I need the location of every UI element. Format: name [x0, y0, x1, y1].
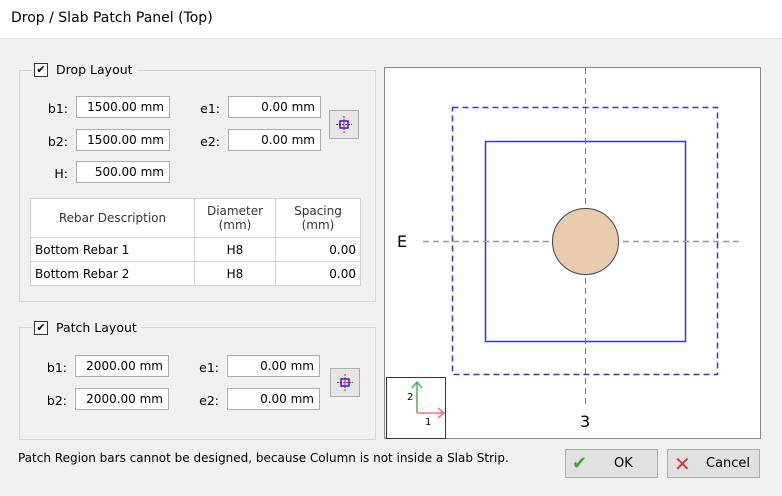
center-target-icon	[337, 374, 353, 391]
window-title: Drop / Slab Patch Panel (Top)	[11, 10, 213, 26]
patch-layout-checkbox[interactable]: ✔	[34, 320, 48, 335]
drop-e1-input[interactable]: 0.00 mm	[228, 96, 321, 118]
b1-label: b1:	[47, 101, 68, 116]
drop-h-input[interactable]: 500.00 mm	[76, 161, 170, 183]
checkmark-icon: ✔	[572, 453, 588, 474]
patch-center-button[interactable]	[330, 368, 360, 397]
drop-layout-checkbox[interactable]: ✔	[34, 62, 48, 77]
drop-b1-input[interactable]: 1500.00 mm	[76, 96, 170, 118]
e2-label: e2:	[199, 393, 219, 408]
col-diameter: Diameter (mm)	[194, 198, 276, 238]
ok-label: OK	[614, 456, 633, 471]
grid-label-3: 3	[580, 412, 591, 431]
rebar-table: Rebar Description Diameter (mm) Spacing …	[30, 198, 361, 286]
e1-label: e1:	[199, 360, 219, 375]
diameter-cell[interactable]: H8	[194, 237, 276, 262]
axis-arrows-icon	[411, 380, 445, 419]
drop-b2-input[interactable]: 1500.00 mm	[76, 129, 170, 151]
diameter-cell[interactable]: H8	[194, 261, 276, 286]
axis-1-label: 1	[425, 417, 432, 428]
b2-label: b2:	[46, 393, 67, 408]
table-row[interactable]: Bottom Rebar 1 H8 0.00	[30, 237, 361, 262]
drop-e2-input[interactable]: 0.00 mm	[228, 129, 321, 151]
column	[552, 208, 619, 275]
patch-b1-input[interactable]: 2000.00 mm	[75, 355, 169, 377]
b2-label: b2:	[47, 134, 68, 149]
col-rebar-description: Rebar Description	[30, 198, 195, 238]
e2-label: e2:	[200, 134, 220, 149]
rebar-description-cell[interactable]: Bottom Rebar 1	[30, 237, 195, 262]
b1-label: b1:	[46, 360, 67, 375]
col-spacing: Spacing (mm)	[275, 198, 361, 238]
drop-center-button[interactable]	[329, 110, 359, 139]
patch-layout-title: Patch Layout	[56, 320, 137, 335]
table-header-row: Rebar Description Diameter (mm) Spacing …	[30, 198, 361, 238]
drop-layout-group	[19, 70, 376, 302]
cancel-button[interactable]: ✕ Cancel	[667, 449, 760, 478]
ok-button[interactable]: ✔ OK	[565, 449, 658, 478]
preview-canvas[interactable]: E 3 2 1	[384, 67, 761, 439]
axis-indicator: 2 1	[386, 377, 446, 439]
spacing-cell[interactable]: 0.00	[275, 237, 361, 262]
status-message: Patch Region bars cannot be designed, be…	[18, 451, 509, 465]
spacing-cell[interactable]: 0.00	[275, 261, 361, 286]
e1-label: e1:	[200, 101, 220, 116]
cancel-label: Cancel	[706, 456, 751, 471]
patch-b2-input[interactable]: 2000.00 mm	[75, 388, 169, 410]
h-label: H:	[54, 166, 68, 181]
grid-label-e: E	[397, 232, 408, 251]
rebar-description-cell[interactable]: Bottom Rebar 2	[30, 261, 195, 286]
axis-2-label: 2	[407, 392, 414, 403]
drop-layout-title: Drop Layout	[56, 62, 133, 77]
drop-layout-header: ✔ Drop Layout	[32, 62, 137, 77]
patch-outline	[451, 106, 719, 376]
patch-layout-group	[19, 327, 376, 440]
patch-e2-input[interactable]: 0.00 mm	[227, 388, 320, 410]
table-row[interactable]: Bottom Rebar 2 H8 0.00	[30, 261, 361, 286]
title-bar: Drop / Slab Patch Panel (Top)	[0, 0, 782, 39]
cross-icon: ✕	[674, 451, 691, 476]
center-target-icon	[336, 116, 352, 133]
patch-layout-header: ✔ Patch Layout	[32, 320, 141, 335]
patch-e1-input[interactable]: 0.00 mm	[227, 355, 320, 377]
